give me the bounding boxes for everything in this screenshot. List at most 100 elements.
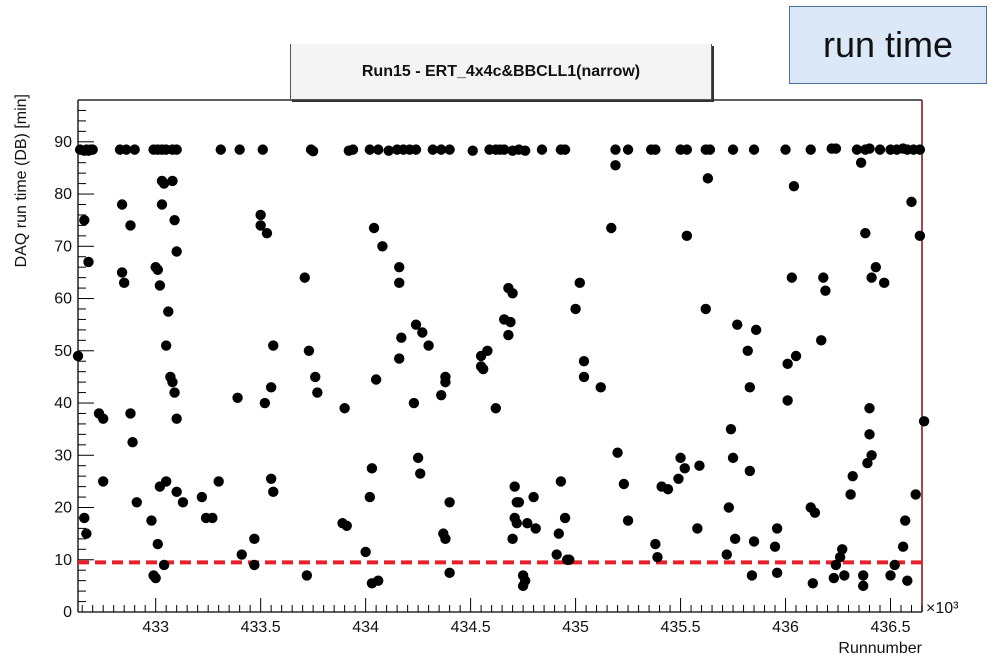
data-point: [255, 220, 266, 231]
data-point: [900, 515, 911, 526]
data-point: [249, 533, 260, 545]
y-tick-label: 60: [54, 291, 72, 308]
data-point: [782, 358, 793, 370]
data-point: [681, 230, 693, 242]
y-tick-label: 0: [63, 604, 72, 621]
data-point: [650, 538, 661, 550]
data-point: [478, 363, 489, 375]
data-point: [855, 157, 867, 168]
data-point: [837, 544, 848, 555]
data-point: [257, 144, 268, 155]
data-point: [866, 450, 877, 461]
data-point: [310, 371, 321, 383]
data-point: [215, 144, 226, 155]
data-point: [259, 397, 271, 409]
x-tick-label: 436: [772, 619, 799, 636]
data-point: [748, 536, 760, 547]
y-tick-label: 80: [54, 186, 72, 203]
data-point: [864, 143, 875, 154]
data-point: [519, 145, 531, 156]
data-point: [171, 486, 182, 498]
data-point: [163, 306, 174, 317]
data-point: [694, 460, 705, 471]
data-point: [347, 144, 359, 155]
data-point: [507, 533, 518, 545]
run-time-label: run time: [789, 6, 987, 84]
data-point: [914, 230, 926, 242]
data-point: [249, 559, 260, 571]
x-multiplier-label: ×10³: [926, 600, 959, 617]
data-point: [528, 491, 539, 503]
data-point: [444, 144, 455, 155]
data-point: [650, 144, 661, 155]
data-point: [423, 340, 434, 351]
data-point: [564, 554, 575, 565]
data-point: [125, 220, 136, 231]
data-point: [436, 144, 447, 155]
data-point: [261, 228, 273, 239]
data-point: [864, 403, 875, 414]
data-point: [87, 144, 98, 155]
data-point: [408, 397, 420, 409]
data-point: [438, 528, 449, 539]
data-point: [679, 463, 690, 474]
data-point: [675, 452, 686, 464]
data-point: [156, 199, 168, 210]
data-point: [606, 222, 617, 234]
data-point: [517, 580, 529, 592]
data-point: [171, 413, 182, 424]
data-point: [79, 512, 90, 524]
data-point: [769, 541, 781, 552]
data-point: [612, 447, 623, 458]
data-point: [79, 214, 90, 226]
y-tick-label: 50: [54, 343, 72, 360]
x-tick-label: 435: [562, 619, 589, 636]
x-tick-label: 436.5: [870, 619, 910, 636]
data-point: [744, 382, 756, 393]
data-point: [522, 517, 533, 529]
data-point: [727, 144, 739, 155]
data-point: [517, 570, 529, 581]
data-point: [618, 478, 630, 490]
data-point: [551, 549, 562, 560]
data-point: [858, 570, 869, 581]
data-point: [467, 145, 478, 156]
data-point: [807, 578, 819, 589]
data-point: [83, 256, 94, 268]
data-point: [830, 143, 842, 154]
y-tick-label: 30: [54, 447, 72, 464]
data-point: [864, 429, 875, 440]
data-point: [207, 512, 218, 524]
data-point: [236, 549, 247, 560]
data-point: [662, 484, 674, 495]
data-point: [858, 580, 869, 592]
data-point: [396, 332, 407, 343]
data-point: [746, 570, 758, 581]
data-point: [744, 465, 756, 477]
data-point: [578, 371, 590, 383]
data-point: [885, 570, 896, 581]
data-point: [530, 523, 541, 534]
data-point: [373, 144, 384, 155]
data-point: [303, 345, 315, 356]
data-point: [732, 319, 743, 330]
data-point: [788, 181, 800, 192]
data-point: [727, 452, 739, 464]
data-point: [771, 523, 783, 534]
data-point: [444, 497, 455, 508]
data-point: [870, 261, 882, 273]
data-point: [72, 350, 84, 362]
data-point: [268, 340, 279, 351]
data-point: [394, 261, 405, 273]
data-point: [81, 528, 92, 539]
x-axis-label: Runnumber: [838, 640, 922, 657]
data-point: [341, 520, 352, 531]
data-point: [721, 549, 732, 560]
data-point: [377, 241, 388, 252]
data-point: [702, 173, 714, 184]
y-tick-label: 10: [54, 552, 72, 569]
data-point: [121, 144, 132, 155]
data-point: [118, 277, 130, 289]
data-point: [918, 416, 930, 427]
